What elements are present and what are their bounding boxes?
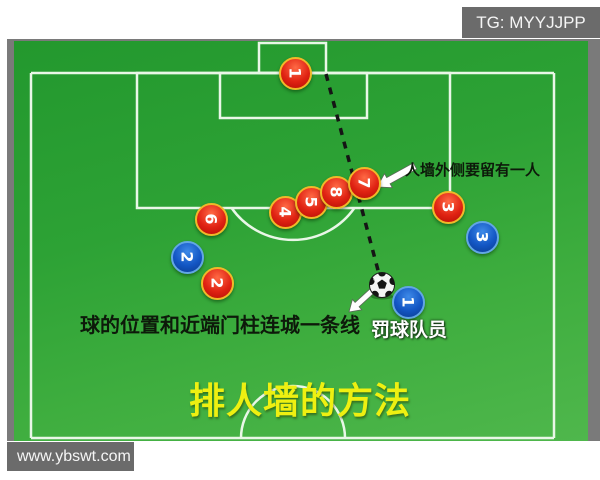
penalty-taker-label: 罚球队员 [371, 320, 448, 341]
player-number: 5 [301, 196, 321, 208]
diagram-title: 排人墙的方法 [188, 380, 411, 421]
player-red-2[interactable]: 2 [200, 266, 234, 300]
player-number: 4 [275, 206, 295, 218]
player-blue-2[interactable]: 2 [170, 240, 204, 274]
player-number: 7 [354, 177, 374, 189]
ball-line-note-text: 球的位置和近端门柱连城一条线 [80, 315, 360, 337]
player-number: 1 [285, 67, 305, 79]
wall-note-text: 人墙外侧要留有一人 [405, 163, 541, 179]
player-number: 6 [201, 213, 221, 225]
player-number: 2 [177, 251, 197, 263]
tg-watermark: TG: MYYJJPP [462, 7, 600, 38]
player-number: 3 [472, 231, 492, 243]
player-number: 1 [398, 296, 418, 308]
player-red-3[interactable]: 3 [431, 190, 465, 224]
player-red-8[interactable]: 8 [319, 175, 353, 209]
player-red-6[interactable]: 6 [194, 202, 228, 236]
player-blue-1-penalty-taker[interactable]: 1 [391, 285, 425, 319]
player-number: 2 [207, 277, 227, 289]
player-red-1-goalkeeper[interactable]: 1 [278, 56, 312, 90]
player-red-7[interactable]: 7 [347, 166, 381, 200]
player-blue-3[interactable]: 3 [465, 220, 499, 254]
player-number: 8 [326, 186, 346, 198]
player-number: 3 [438, 201, 458, 213]
url-watermark: www.ybswt.com [7, 442, 134, 471]
